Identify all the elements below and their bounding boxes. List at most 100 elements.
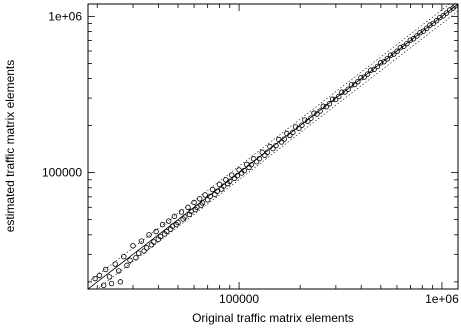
data-point [166,218,172,224]
data-point [290,129,296,136]
data-point [236,167,242,173]
data-point [404,40,410,47]
data-point [108,280,115,287]
data-point [115,268,122,274]
data-point [221,183,227,189]
data-point [151,239,157,245]
data-point [299,122,305,128]
data-point [214,188,220,194]
data-point [407,37,413,43]
data-point [381,58,387,65]
data-point [314,111,320,117]
data-point [96,272,103,279]
data-point [186,211,193,218]
data-point [185,204,191,210]
data-point [250,156,257,162]
data-point [188,208,194,215]
data-point [133,255,139,261]
data-point [209,186,216,193]
data-point [326,101,333,107]
data-point [178,209,185,215]
data-point [117,279,124,285]
data-point [358,75,364,81]
data-point [270,145,276,152]
data-point [191,199,197,206]
data-point [159,221,166,228]
data-point [345,86,351,92]
data-point [197,196,203,202]
data-point [135,250,142,256]
data-point [317,108,323,114]
data-point [92,275,98,282]
data-point [106,274,113,280]
data-point [243,161,250,168]
data-point [410,36,417,42]
data-point [377,60,384,66]
data-point [391,51,397,57]
data-point [241,167,247,174]
data-point [143,245,150,251]
data-point [329,96,336,102]
data-point [100,282,107,289]
data-point [311,110,317,116]
data-points [92,3,458,289]
data-point [102,266,109,273]
data-point [361,74,367,80]
data-point [423,25,430,32]
data-point [227,178,233,185]
data-point [320,103,326,109]
data-point [440,13,446,19]
data-point [212,191,218,198]
data-point [427,22,433,28]
data-point [121,253,127,260]
data-point [182,214,188,220]
data-point [278,139,285,145]
data-point [371,66,377,73]
data-point [336,93,342,100]
data-point [305,118,311,125]
data-point [401,43,407,50]
data-point [417,30,423,36]
data-point [276,136,282,143]
y-tick-label: 100000 [42,166,82,180]
data-point [234,173,240,179]
data-point [273,142,279,149]
data-point [153,228,159,235]
data-point [414,33,420,39]
data-point [124,262,130,269]
x-tick-label: 1e+06 [425,292,459,306]
data-point [397,45,404,51]
data-point [332,96,339,103]
data-point [342,89,348,95]
data-point [207,193,213,200]
data-point [164,228,170,235]
data-point [204,197,211,203]
data-point [127,257,133,263]
data-point [262,152,268,159]
data-point [364,71,371,77]
plot-frame [87,3,459,290]
data-point [146,232,152,238]
data-point [202,192,208,198]
data-point [112,261,118,267]
data-point [355,78,361,85]
data-point [348,82,355,88]
data-point [296,125,302,132]
data-point [387,52,394,58]
reference-line-1 [88,4,451,283]
data-point [430,20,436,27]
data-point [138,238,145,244]
axis-ticks: 100000 1e+06 100000 1e+06 [42,4,459,306]
data-point [420,28,427,34]
y-tick-label: 1e+06 [48,9,82,23]
data-point [231,175,238,181]
data-point [302,117,308,123]
data-point [130,243,136,249]
data-point [292,124,299,130]
reference-line-2 [96,10,458,289]
data-point [248,161,255,168]
data-point [443,10,450,16]
data-point [171,213,178,220]
